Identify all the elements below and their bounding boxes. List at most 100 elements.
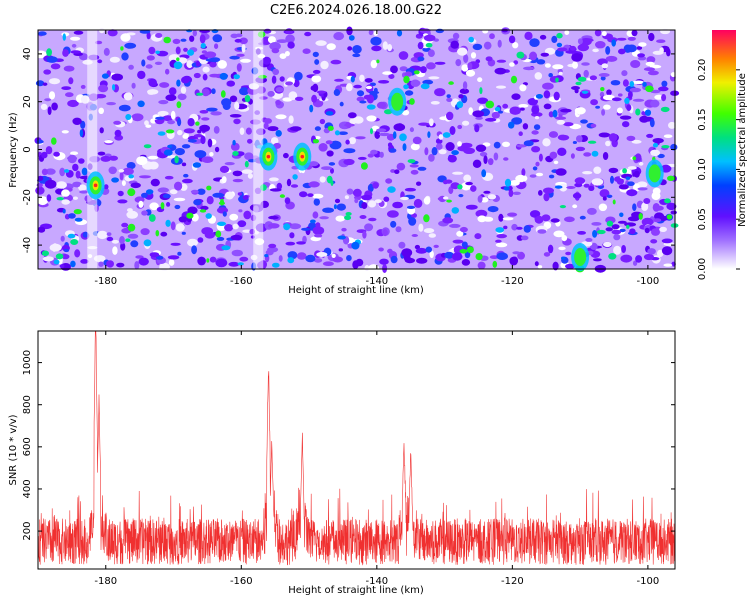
heatmap-cell <box>64 169 70 173</box>
heatmap-cell <box>42 256 54 262</box>
heatmap-cell <box>635 255 643 263</box>
heatmap-cell <box>520 107 525 111</box>
heatmap-cell <box>224 224 234 232</box>
heatmap-cell <box>137 70 146 80</box>
heatmap-cell <box>172 38 181 45</box>
heatmap-cell <box>458 194 464 198</box>
heatmap-cell <box>197 129 202 134</box>
heatmap-cell <box>416 181 422 186</box>
heatmap-cell <box>135 255 144 259</box>
heatmap-cell <box>346 255 352 262</box>
heatmap-cell <box>487 206 499 213</box>
heatmap-cell <box>418 223 424 232</box>
heatmap-cell <box>155 33 163 38</box>
heatmap-cell <box>123 92 133 101</box>
heatmap-cell <box>543 187 554 194</box>
heatmap-cell <box>475 209 488 218</box>
heatmap-cell <box>67 99 79 108</box>
heatmap-cell <box>325 140 333 145</box>
heatmap-cluster-core <box>648 164 661 183</box>
heatmap-cell <box>527 98 538 106</box>
heatmap-cell <box>450 40 460 49</box>
heatmap-cell <box>191 245 198 255</box>
heatmap-cell <box>626 44 637 53</box>
heatmap-cell <box>146 189 154 195</box>
heatmap-cell <box>353 188 362 197</box>
heatmap-cell <box>296 252 307 260</box>
heatmap-cell <box>560 108 572 113</box>
heatmap-cell <box>374 199 382 204</box>
heatmap-cell <box>67 233 76 239</box>
heatmap-cell <box>529 210 541 218</box>
heatmap-cluster-core <box>391 92 404 111</box>
heatmap-cell <box>336 203 346 211</box>
heatmap-cell <box>487 158 494 166</box>
heatmap-cell <box>315 222 321 229</box>
heatmap-cell <box>127 188 136 197</box>
heatmap-cell <box>262 56 272 65</box>
heatmap-cell <box>62 49 69 57</box>
heatmap-cell <box>606 220 614 227</box>
heatmap-y-tick-label: -40 <box>22 237 33 253</box>
heatmap-cell <box>354 198 359 204</box>
heatmap-cell <box>46 194 52 202</box>
heatmap-cell <box>210 111 222 116</box>
heatmap-cell <box>207 138 213 148</box>
heatmap-cell <box>268 223 280 229</box>
heatmap-cell <box>461 64 469 72</box>
heatmap-cell <box>68 213 76 219</box>
heatmap-cell <box>670 72 676 78</box>
heatmap-cell <box>396 162 406 171</box>
heatmap-cell <box>127 233 139 239</box>
heatmap-cell <box>510 75 518 84</box>
heatmap-cell <box>52 244 57 252</box>
heatmap-cell <box>319 118 326 125</box>
heatmap-cell <box>618 184 629 190</box>
heatmap-cell <box>565 251 572 256</box>
heatmap-cell <box>511 93 521 100</box>
heatmap-cell <box>444 251 454 259</box>
heatmap-cell <box>403 75 410 84</box>
heatmap-cell <box>446 111 454 121</box>
heatmap-cell <box>109 155 118 161</box>
heatmap-cell <box>200 205 209 211</box>
heatmap-cell <box>519 84 527 92</box>
heatmap-cell <box>534 261 539 267</box>
heatmap-cell <box>652 203 660 212</box>
heatmap-cell <box>167 255 180 260</box>
heatmap-cell <box>462 120 470 126</box>
heatmap-cell <box>174 148 185 156</box>
heatmap-cell <box>544 63 551 68</box>
heatmap-cell <box>126 210 138 219</box>
heatmap-cell <box>285 34 295 44</box>
heatmap-cell <box>68 77 74 85</box>
heatmap-cell <box>436 143 443 150</box>
heatmap-cell <box>314 136 321 140</box>
snr-y-tick-label: 800 <box>22 395 33 414</box>
heatmap-cell <box>162 193 171 199</box>
heatmap-cell <box>104 140 113 144</box>
heatmap-cell <box>593 258 602 262</box>
heatmap-cell <box>576 135 583 143</box>
heatmap-cell <box>187 206 198 215</box>
heatmap-cell <box>82 231 89 238</box>
heatmap-cell <box>217 221 227 226</box>
heatmap-cell <box>245 127 252 135</box>
heatmap-cell <box>481 169 487 178</box>
heatmap-cell <box>382 41 388 50</box>
heatmap-cell <box>273 142 281 149</box>
heatmap-cell <box>393 123 406 131</box>
heatmap-cell <box>44 98 51 102</box>
heatmap-cell <box>288 91 298 100</box>
colorbar-scale <box>712 30 736 269</box>
heatmap-cell <box>404 90 414 96</box>
heatmap-cell <box>618 93 623 97</box>
heatmap-cell <box>279 76 285 82</box>
heatmap-cell <box>237 192 243 196</box>
heatmap-cell <box>73 30 84 35</box>
heatmap-cell <box>523 225 531 233</box>
heatmap-cell <box>435 28 444 34</box>
heatmap-cell <box>118 104 131 112</box>
heatmap-cell <box>239 256 249 262</box>
heatmap-cell <box>387 186 396 193</box>
